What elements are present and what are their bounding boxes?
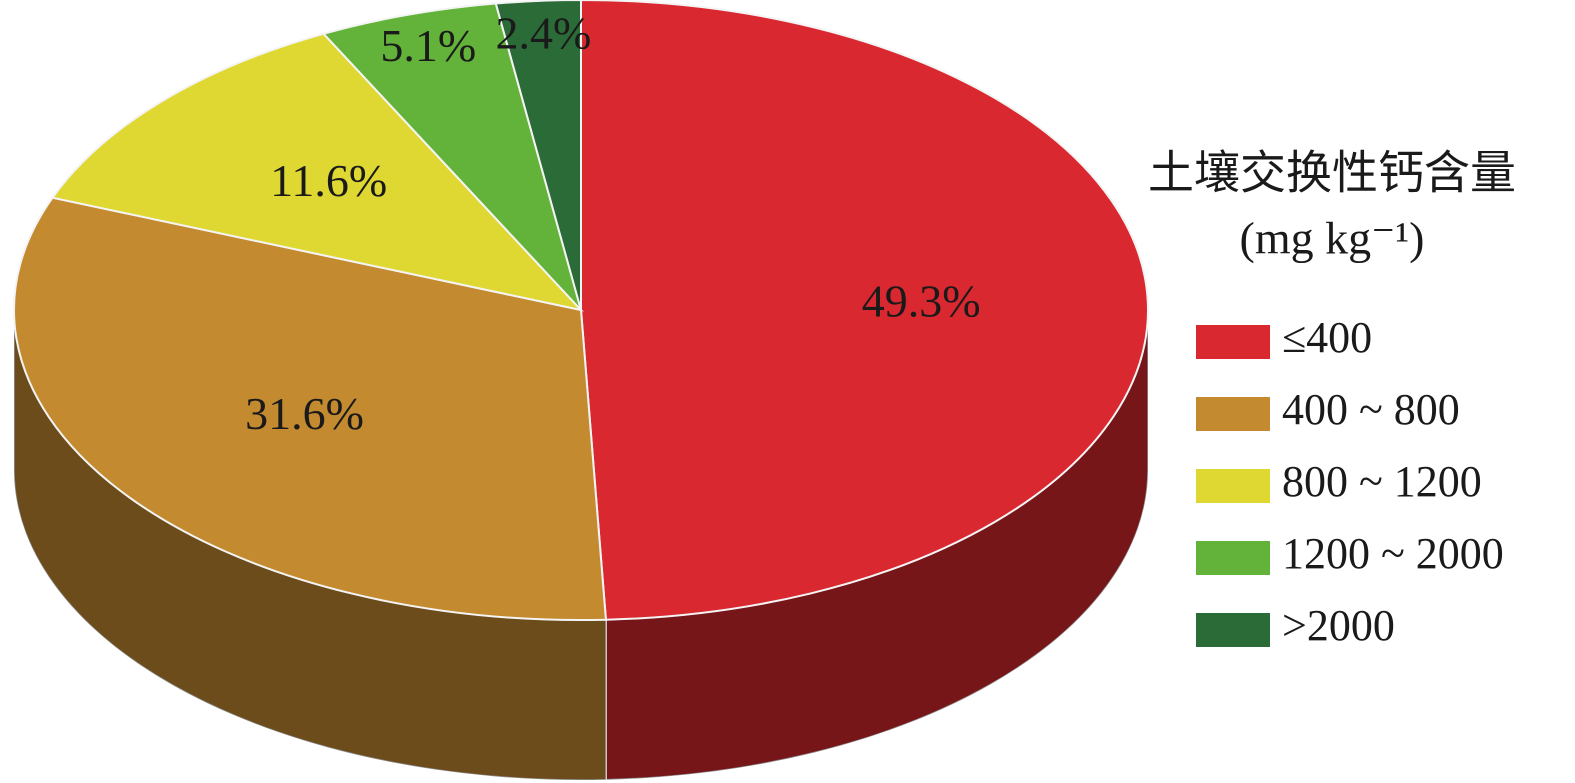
pie: 49.3% 31.6% 11.6% 5.1% 2.4% — [13, 0, 1149, 781]
pie-slice — [580, 0, 1149, 621]
legend-label: 800 ~ 1200 — [1282, 457, 1482, 506]
pie-side-shade — [605, 310, 1148, 780]
legend-label: ≤400 — [1282, 313, 1372, 362]
legend-title: 土壤交换性钙含量 — [1148, 148, 1516, 199]
data-label: 49.3% — [862, 275, 981, 326]
pie-slice — [13, 196, 608, 621]
legend: ≤400 400 ~ 800 800 ~ 1200 1200 ~ 2000 >2000 — [1196, 313, 1504, 650]
legend-swatch — [1196, 469, 1270, 503]
data-label: 31.6% — [245, 388, 364, 439]
legend-label: >2000 — [1282, 601, 1395, 650]
legend-subtitle: (mg kg⁻¹) — [1240, 213, 1425, 264]
data-label: 11.6% — [270, 155, 387, 206]
pie-slice — [50, 32, 584, 312]
data-label: 5.1% — [380, 20, 476, 71]
data-label: 2.4% — [496, 8, 592, 59]
legend-label: 400 ~ 800 — [1282, 385, 1460, 434]
legend-swatch — [1196, 541, 1270, 575]
legend-swatch — [1196, 397, 1270, 431]
legend-label: 1200 ~ 2000 — [1282, 529, 1504, 578]
pie-side-shade — [14, 310, 606, 780]
legend-swatch — [1196, 613, 1270, 647]
pie-slice — [494, 0, 582, 311]
legend-swatch — [1196, 325, 1270, 359]
